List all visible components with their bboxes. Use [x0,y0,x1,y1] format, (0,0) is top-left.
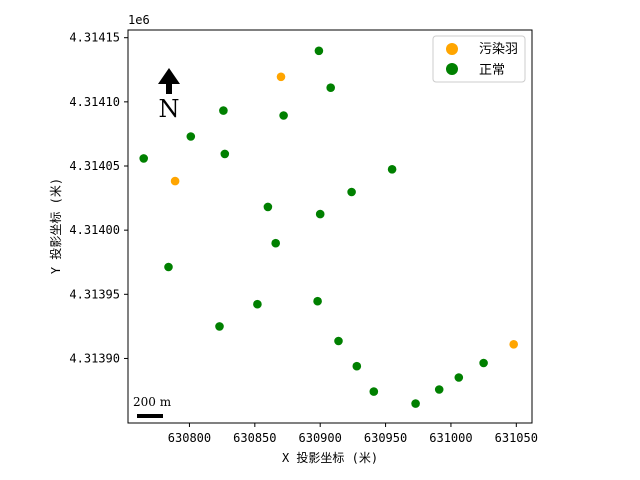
y-offset-label: 1e6 [128,13,150,27]
point-normal-5 [220,149,230,159]
y-tick-label-3: 4.31405 [69,159,120,173]
point-normal-20 [369,387,379,396]
legend: 污染羽 正常 [432,35,526,83]
point-normal-13 [253,299,262,309]
scale-bar-line [137,414,163,418]
point-normal-7 [387,165,397,174]
x-tick-label-2: 630900 [299,431,342,445]
x-axis-label: X 投影坐标 (米) [282,450,378,465]
x-tick-label-3: 630950 [364,431,407,445]
scale-bar-label: 200 m [133,395,172,409]
x-axis: 630800 630850 630900 630950 631000 631050 [168,423,538,445]
x-tick-label-4: 631000 [429,431,472,445]
point-normal-10 [315,209,325,219]
points-layer [139,46,518,408]
point-normal-19 [454,373,464,382]
y-tick-label-0: 4.31390 [69,351,120,365]
point-normal-22 [411,399,420,408]
point-normal-18 [479,358,488,368]
north-label: N [159,95,180,123]
point-normal-17 [352,361,362,371]
y-tick-label-2: 4.31400 [69,223,120,237]
north-arrow: N [158,68,180,123]
y-tick-label-1: 4.31395 [69,287,120,301]
y-axis-label: Y 投影坐标 (米) [48,178,63,274]
x-tick-label-0: 630800 [168,431,211,445]
point-normal-4 [186,132,196,141]
point-normal-2 [219,106,228,115]
plot-frame [127,29,533,424]
point-normal-16 [334,336,343,346]
scale-bar: 200 m [133,395,172,418]
point-normal-0 [314,46,324,56]
point-normal-14 [313,296,322,306]
legend-marker-plume [446,43,458,55]
x-tick-label-1: 630850 [233,431,276,445]
point-plume-0 [276,72,286,82]
point-plume-1 [170,176,180,186]
y-tick-label-4: 4.31410 [69,95,120,109]
point-normal-3 [279,111,288,120]
point-normal-11 [271,238,281,248]
x-tick-label-5: 631050 [495,431,538,445]
north-arrow-icon [158,68,180,94]
point-normal-15 [215,322,224,331]
y-tick-label-5: 4.31415 [69,31,120,45]
legend-label-normal: 正常 [479,63,505,78]
point-normal-6 [139,154,148,163]
point-plume-2 [509,340,518,349]
point-normal-12 [164,262,173,272]
y-axis: 4.31390 4.31395 4.31400 4.31405 4.31410 4.314… [69,31,128,365]
point-normal-1 [326,83,336,92]
point-normal-21 [434,385,444,394]
point-normal-8 [347,187,356,197]
legend-label-plume: 污染羽 [479,42,518,57]
legend-marker-normal [446,63,458,75]
point-normal-9 [263,202,273,212]
